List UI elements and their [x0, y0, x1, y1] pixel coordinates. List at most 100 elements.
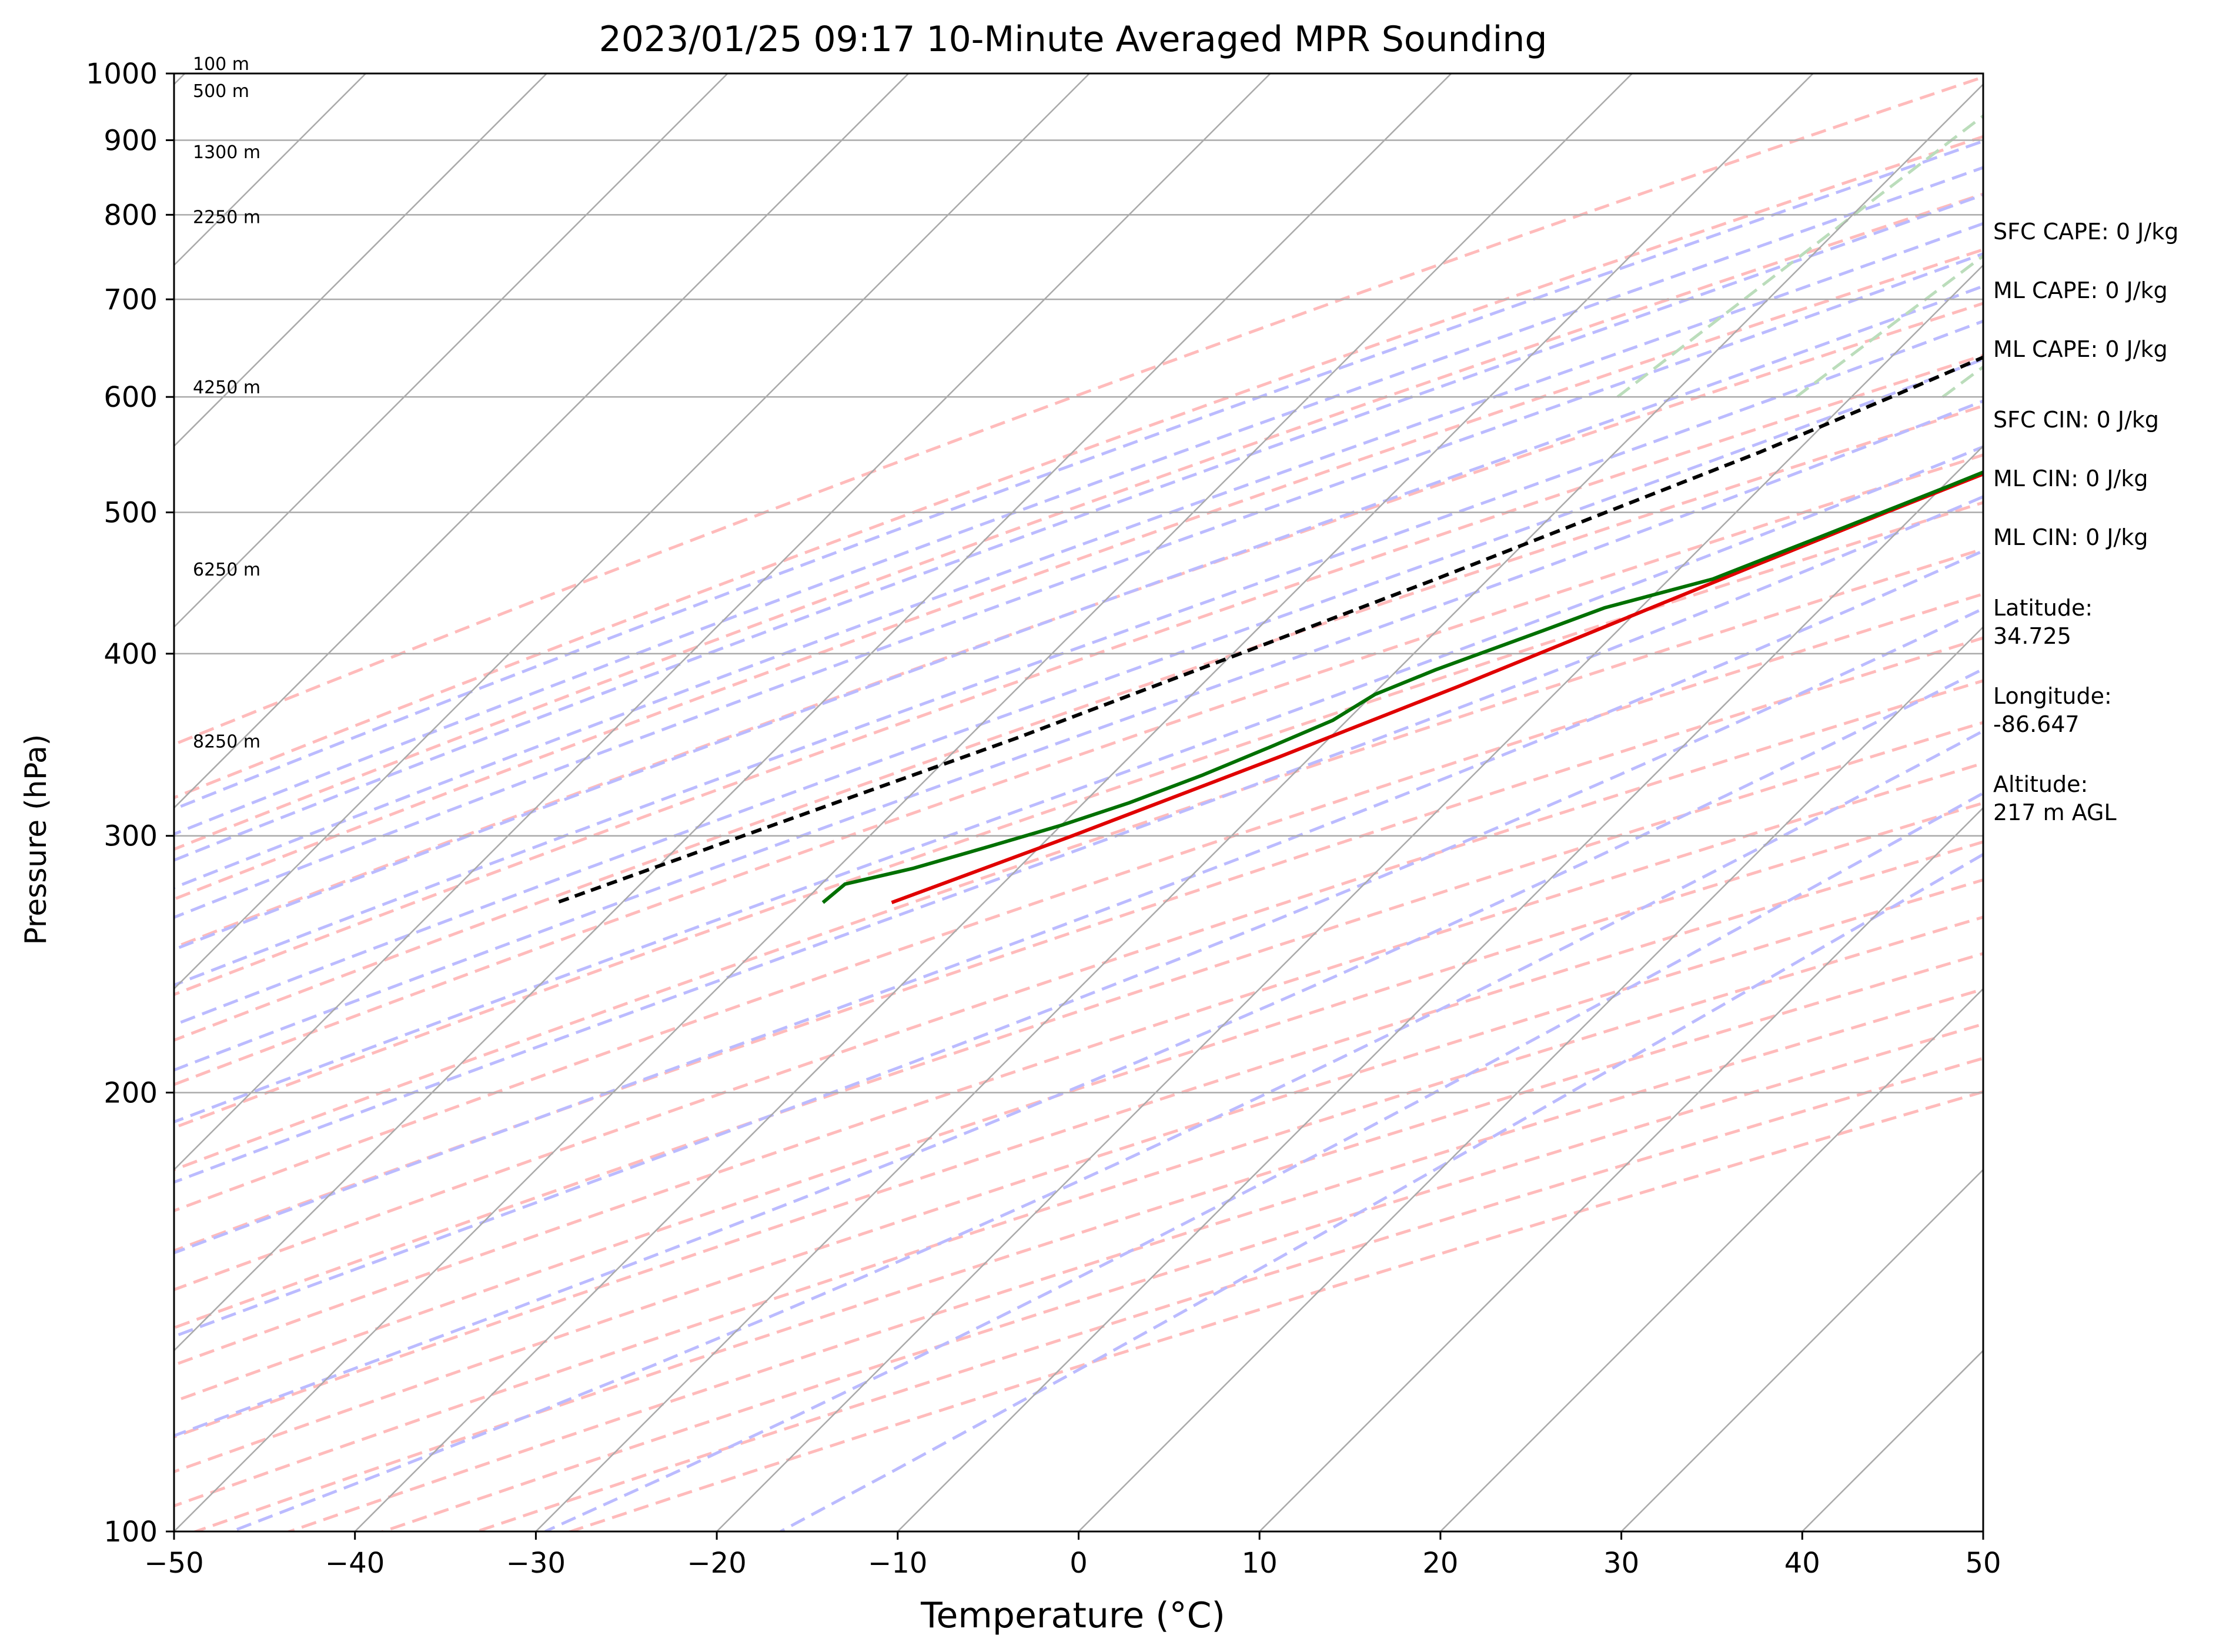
isotherm-line [174, 73, 366, 266]
dry-adiabat [174, 761, 1983, 1367]
moist-adiabat [174, 319, 1983, 987]
chart-title: 2023/01/25 09:17 10-Minute Averaged MPR … [599, 19, 1547, 60]
isotherm-line [1078, 626, 1983, 1531]
x-tick-label: 30 [1603, 1547, 1639, 1580]
ml-cin-text: ML CIN: 0 J/kg [1993, 466, 2148, 491]
isotherm-line [1259, 807, 1983, 1531]
y-tick-label: 400 [103, 638, 158, 671]
height-label: 1300 m [193, 142, 260, 163]
moist-adiabat [174, 166, 1983, 836]
dewpoint-line [821, 470, 1983, 904]
moist-adiabat [174, 549, 1983, 1255]
dry-adiabat [174, 878, 1983, 1473]
moist-adiabat [174, 667, 1983, 1437]
x-axis-label: Temperature (°C) [920, 1595, 1225, 1636]
height-label: 4250 m [193, 377, 260, 398]
isotherm-line [2164, 73, 2226, 1531]
dry-adiabat [174, 636, 1983, 1253]
isotherm-line [0, 73, 4, 1531]
y-tick-label: 200 [103, 1076, 158, 1109]
height-labels: 8250 m 6250 m 4250 m 2250 m 1300 m 500 m 100 m [193, 54, 260, 752]
y-tick-label: 600 [103, 381, 158, 414]
moist-adiabat [174, 139, 1983, 811]
ml-cape-text: ML CAPE: 0 J/kg [1993, 277, 2168, 303]
moist-adiabat [174, 399, 1983, 1072]
dry-adiabat [174, 248, 1983, 901]
x-tick-label: −40 [325, 1547, 385, 1580]
dry-adiabat [174, 721, 1983, 1330]
isotherm-line [174, 73, 547, 447]
parcel-line [556, 355, 1983, 905]
y-tick-label: 100 [103, 1516, 158, 1549]
moist-adiabat [780, 852, 1983, 1531]
isotherm-line [174, 73, 728, 628]
reference-lines [0, 73, 2226, 1531]
dry-adiabat [174, 302, 1983, 949]
ml-cin-text-2: ML CIN: 0 J/kg [1993, 524, 2148, 550]
height-label: 2250 m [193, 208, 260, 228]
moist-adiabat [174, 252, 1983, 919]
x-tick-label: 10 [1242, 1547, 1278, 1580]
moist-adiabat [174, 607, 1983, 1338]
isotherm-line [174, 73, 1090, 990]
isobar-grid [174, 73, 1983, 1531]
x-tick-label: 20 [1422, 1547, 1458, 1580]
isotherm-line [174, 73, 1633, 1531]
dry-adiabat [174, 592, 1983, 1213]
altitude-text: Altitude: 217 m AGL [1993, 771, 2117, 825]
x-tick-label: 50 [1965, 1547, 2001, 1580]
ml-cape-text-2: ML CAPE: 0 J/kg [1993, 336, 2168, 362]
dry-adiabat [472, 1056, 1983, 1531]
y-tick-label: 300 [103, 820, 158, 853]
mixing-ratio-line [1616, 113, 1983, 399]
moist-adiabat [174, 445, 1983, 1124]
latitude-text: Latitude: 34.725 [1993, 595, 2093, 649]
x-tick-label: 40 [1784, 1547, 1820, 1580]
dry-adiabat [174, 404, 1983, 1042]
sfc-cin-text: SFC CIN: 0 J/kg [1993, 407, 2160, 433]
y-tick-label: 900 [103, 124, 158, 157]
y-tick-label: 700 [103, 283, 158, 316]
moist-adiabat [174, 193, 1983, 862]
dry-adiabat [174, 547, 1983, 1172]
longitude-text: Longitude: -86.647 [1993, 683, 2112, 737]
height-label: 6250 m [193, 560, 260, 580]
y-axis-label: Pressure (hPa) [19, 734, 53, 945]
x-tick-label: −50 [144, 1547, 203, 1580]
isotherm-line [716, 264, 1983, 1531]
moist-adiabat [174, 222, 1983, 889]
dry-adiabat [174, 801, 1983, 1403]
height-label: 500 m [193, 81, 249, 102]
sounding-series [556, 355, 1983, 905]
isotherm-line [1620, 1168, 1983, 1531]
sfc-cape-text: SFC CAPE: 0 J/kg [1993, 219, 2179, 245]
dry-adiabat [174, 135, 1983, 800]
y-tick-label: 800 [103, 199, 158, 232]
moist-adiabat [231, 729, 1983, 1531]
dry-adiabat [174, 915, 1983, 1508]
dry-adiabat [285, 987, 1983, 1531]
isotherm-line [1440, 988, 1983, 1531]
isotherm-line [535, 83, 1983, 1531]
x-tick-label: −20 [687, 1547, 746, 1580]
dry-adiabat [174, 501, 1983, 1129]
height-label: 100 m [193, 54, 249, 75]
moist-adiabat [174, 285, 1983, 951]
dry-adiabat [174, 192, 1983, 851]
x-tick-label: −10 [868, 1547, 927, 1580]
isotherm-line [174, 73, 1452, 1352]
isotherm-line [174, 73, 1271, 1171]
isotherm-line [897, 445, 1983, 1531]
x-tick-label: −30 [506, 1547, 566, 1580]
y-tick-label: 1000 [86, 58, 158, 91]
moist-adiabat [174, 495, 1983, 1184]
y-tick-label: 500 [103, 497, 158, 530]
temperature-line [891, 472, 1983, 905]
isotherm-line [354, 73, 1814, 1531]
height-label: 8250 m [193, 731, 260, 752]
dry-adiabat [174, 353, 1983, 996]
dry-adiabat [174, 453, 1983, 1086]
x-tick-label: 0 [1069, 1547, 1088, 1580]
dry-adiabat [174, 679, 1983, 1292]
